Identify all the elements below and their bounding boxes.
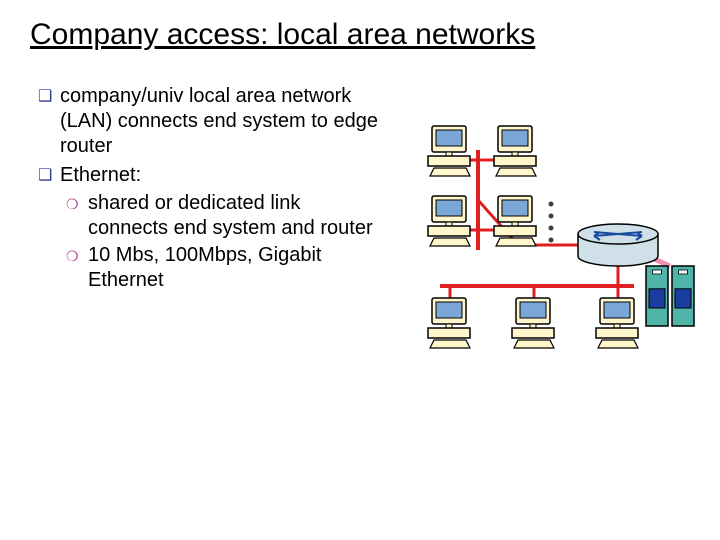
bullet-text: 10 Mbs, 100Mbps, Gigabit Ethernet bbox=[88, 243, 378, 293]
square-bullet-icon: ❑ bbox=[38, 84, 60, 159]
circle-bullet-icon: ❍ bbox=[66, 191, 88, 241]
slide: Company access: local area networks ❑ co… bbox=[0, 0, 720, 540]
lan-diagram bbox=[390, 120, 700, 380]
square-bullet-icon: ❑ bbox=[38, 163, 60, 189]
bullet-level2: ❍ shared or dedicated link connects end … bbox=[66, 191, 378, 241]
bullet-list: ❑ company/univ local area network (LAN) … bbox=[38, 80, 378, 293]
bullet-level2: ❍ 10 Mbs, 100Mbps, Gigabit Ethernet bbox=[66, 243, 378, 293]
bullet-text: company/univ local area network (LAN) co… bbox=[60, 84, 378, 159]
circle-bullet-icon: ❍ bbox=[66, 243, 88, 293]
bullet-level1: ❑ Ethernet: bbox=[38, 163, 378, 189]
bullet-level1: ❑ company/univ local area network (LAN) … bbox=[38, 84, 378, 159]
bullet-text: Ethernet: bbox=[60, 163, 378, 189]
slide-title: Company access: local area networks bbox=[30, 18, 535, 52]
bullet-text: shared or dedicated link connects end sy… bbox=[88, 191, 378, 241]
